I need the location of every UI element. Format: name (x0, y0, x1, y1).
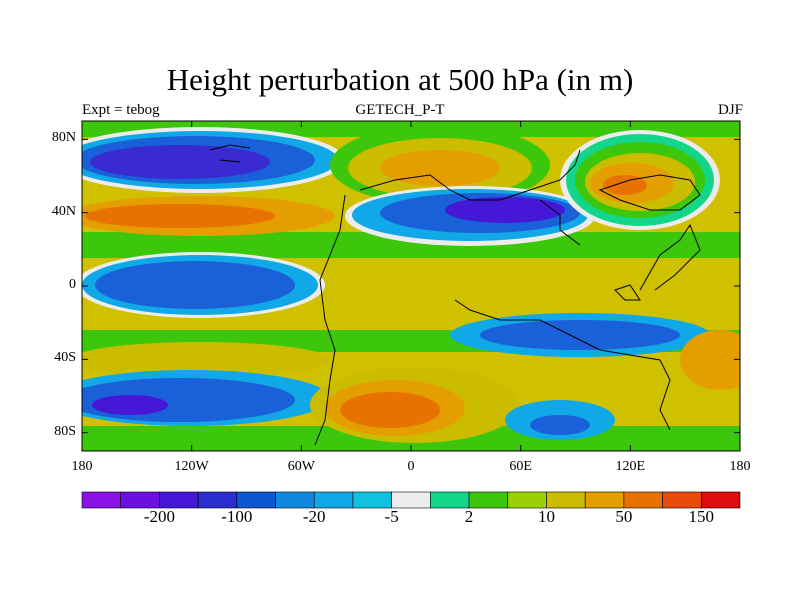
colorbar-swatch (197, 491, 238, 509)
colorbar-swatch (584, 491, 625, 509)
x-tick-label: 0 (407, 459, 415, 474)
low-tp-core (95, 261, 295, 309)
x-tick-label: 60E (509, 459, 532, 474)
season-label: DJF (717, 102, 743, 118)
colorbar-swatch (662, 491, 702, 509)
colorbar-label: 10 (537, 507, 555, 526)
high-na-core (380, 150, 500, 186)
x-tick-label: 180 (71, 459, 93, 474)
high-esp (680, 330, 740, 390)
low-sp-core (92, 395, 168, 415)
high-sa-core (340, 392, 440, 428)
colorbar-label: 50 (615, 507, 633, 526)
y-tick-label: 80N (51, 130, 76, 146)
colorbar-swatch (430, 491, 470, 509)
x-tick-label: 120E (615, 459, 646, 474)
low-io-core (480, 320, 680, 350)
y-tick-label: 40N (51, 203, 76, 219)
colorbar-swatch (275, 491, 315, 509)
colorbar-swatch (236, 491, 276, 509)
low-np-core (90, 145, 270, 179)
y-tick-label: 0 (69, 277, 76, 292)
colorbar-swatch (468, 491, 509, 509)
colorbar-label: -5 (384, 507, 399, 526)
coastline-west-continent (314, 194, 346, 446)
colorbar-label: -100 (221, 507, 253, 526)
coastline-island (614, 284, 641, 301)
coastline-island-arc (639, 223, 701, 291)
colorbar-swatch (507, 491, 547, 509)
colorbar-label: 150 (688, 507, 715, 526)
low-eu-core (445, 197, 565, 223)
high-ea-core (603, 175, 647, 195)
axis-ticks (81, 121, 741, 451)
coastline-north (359, 149, 581, 246)
colorbar-label: 2 (464, 507, 474, 526)
coastline-islands-north (209, 144, 251, 163)
colorbar-swatch (313, 491, 354, 509)
experiment-label: Expt = tebog (82, 102, 160, 118)
colorbar-swatch (352, 491, 392, 509)
low-si-core (530, 415, 590, 435)
y-tick-label: 40S (54, 350, 76, 366)
colorbar (81, 491, 741, 509)
colorbar-swatch (81, 491, 122, 509)
colorbar-label: -20 (302, 507, 326, 526)
colorbar-label: -200 (143, 507, 175, 526)
x-tick-label: 120W (174, 459, 209, 474)
colorbar-swatch (623, 491, 663, 509)
high-np-core (85, 204, 275, 228)
coastlines (209, 144, 701, 446)
coastline-east-asia (598, 174, 701, 211)
field-layer (82, 121, 740, 451)
x-tick-label: 60W (287, 459, 315, 474)
colorbar-swatch (120, 491, 160, 509)
high-sp-band (82, 342, 330, 378)
y-tick-label: 80S (54, 423, 76, 439)
colorbar-swatch (391, 491, 431, 509)
colorbar-swatch (700, 491, 741, 509)
x-tick-label: 180 (729, 459, 751, 474)
dataset-label: GETECH_P-T (355, 102, 445, 118)
colorbar-swatch (159, 491, 199, 509)
coastline-south-east (454, 299, 671, 431)
colorbar-swatch (546, 491, 586, 509)
plot-title: Height perturbation at 500 hPa (in m) (166, 62, 634, 97)
